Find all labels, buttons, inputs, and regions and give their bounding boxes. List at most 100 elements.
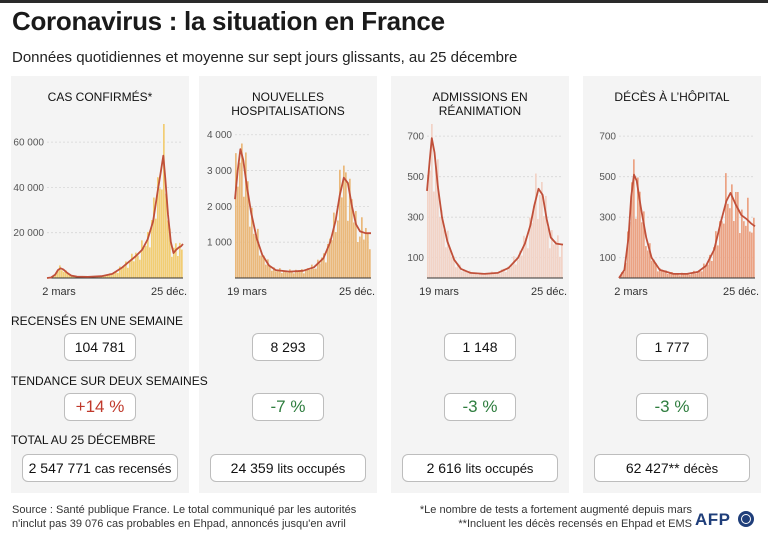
- daily-bar: [335, 232, 337, 278]
- daily-bar: [295, 269, 297, 278]
- daily-bar: [337, 220, 339, 278]
- daily-bar: [741, 209, 743, 278]
- daily-bar: [513, 256, 515, 278]
- trend-label: TENDANCE SUR DEUX SEMAINES: [11, 374, 208, 388]
- daily-bar: [467, 273, 469, 278]
- daily-bar: [339, 169, 341, 278]
- daily-bar: [495, 273, 497, 278]
- daily-bar: [553, 244, 555, 278]
- trend-badge: -7 %: [252, 393, 324, 421]
- daily-bar: [323, 253, 325, 278]
- daily-bar: [287, 272, 289, 278]
- daily-bar: [697, 271, 699, 278]
- trend-badge: -3 %: [444, 393, 516, 421]
- total-count: 62 427** décès: [594, 454, 750, 482]
- weekly-count: 8 293: [252, 333, 324, 361]
- daily-bar: [341, 197, 343, 278]
- y-tick-label: 4 000: [207, 130, 232, 141]
- daily-bar: [433, 191, 435, 278]
- daily-bar: [133, 261, 135, 278]
- daily-bar: [701, 271, 703, 278]
- daily-bar: [55, 272, 57, 278]
- daily-bar: [703, 263, 705, 278]
- daily-bar: [243, 196, 245, 278]
- y-tick-label: 20 000: [13, 228, 44, 239]
- daily-bar: [473, 273, 475, 278]
- total-value: 2 616: [426, 460, 462, 476]
- daily-bar: [625, 262, 627, 278]
- daily-bar: [515, 264, 517, 278]
- daily-bar: [357, 242, 359, 278]
- daily-bar: [253, 233, 255, 278]
- daily-bar: [721, 221, 723, 278]
- daily-bar: [175, 243, 177, 278]
- y-tick-label: 500: [599, 172, 616, 183]
- daily-bar: [719, 221, 721, 278]
- daily-bar: [475, 272, 477, 278]
- daily-bar: [299, 270, 301, 278]
- daily-bar: [235, 153, 237, 278]
- daily-bar: [455, 267, 457, 278]
- daily-bar: [313, 268, 315, 278]
- moving-average-line: [618, 173, 756, 279]
- daily-bar: [671, 272, 673, 278]
- daily-bar: [733, 221, 735, 278]
- daily-bar: [349, 178, 351, 278]
- daily-bar: [735, 191, 737, 278]
- daily-bar: [179, 242, 181, 278]
- daily-bar: [241, 143, 243, 278]
- daily-bar: [667, 273, 669, 278]
- daily-bar: [525, 237, 527, 278]
- daily-bar: [623, 271, 625, 278]
- daily-bar: [497, 272, 499, 278]
- daily-bar: [315, 268, 317, 278]
- source-note: Source : Santé publique France. Le total…: [12, 503, 356, 531]
- daily-bar: [273, 267, 275, 278]
- daily-bar: [481, 272, 483, 278]
- daily-bar: [453, 256, 455, 278]
- daily-bar: [521, 255, 523, 278]
- daily-bar: [509, 267, 511, 278]
- daily-bar: [485, 273, 487, 278]
- daily-bar: [255, 236, 257, 278]
- daily-bar: [737, 191, 739, 278]
- daily-bar: [745, 225, 747, 278]
- daily-bar: [319, 263, 321, 278]
- daily-bar: [137, 255, 139, 278]
- daily-bar: [435, 166, 437, 278]
- daily-bar: [511, 264, 513, 278]
- daily-bar: [641, 222, 643, 278]
- top-rule: [0, 0, 768, 3]
- chart-title: ADMISSIONS EN RÉANIMATION: [432, 90, 528, 118]
- total-unit: lits occupés: [277, 461, 346, 476]
- daily-bar: [161, 189, 163, 278]
- daily-bar: [101, 276, 103, 278]
- daily-bar: [171, 256, 173, 278]
- daily-bar: [309, 269, 311, 278]
- daily-bar: [555, 241, 557, 278]
- source-line-2: n'inclut pas 39 076 cas probables en Ehp…: [12, 518, 346, 530]
- footnotes: *Le nombre de tests a fortement augmenté…: [416, 503, 692, 531]
- daily-bar: [693, 270, 695, 278]
- daily-bar: [449, 248, 451, 278]
- daily-bar: [59, 265, 61, 278]
- daily-bar: [489, 274, 491, 278]
- daily-bar: [353, 222, 355, 278]
- daily-bar: [517, 259, 519, 278]
- daily-bar: [643, 211, 645, 278]
- daily-bar: [715, 231, 717, 278]
- chart-svg: 100 300 500 700 19 mars 25 déc.: [407, 124, 567, 298]
- daily-bar: [283, 271, 285, 278]
- daily-bar: [317, 259, 319, 278]
- daily-bar: [307, 268, 309, 278]
- daily-bar: [551, 230, 553, 278]
- daily-bar: [61, 270, 63, 278]
- daily-bar: [333, 212, 335, 278]
- footnote-tests: *Le nombre de tests a fortement augmenté…: [419, 504, 692, 516]
- total-count: 24 359 lits occupés: [210, 454, 366, 482]
- daily-bar: [559, 256, 561, 278]
- daily-bar: [685, 274, 687, 278]
- daily-bar: [743, 221, 745, 278]
- daily-bar: [487, 274, 489, 278]
- daily-bar: [247, 181, 249, 278]
